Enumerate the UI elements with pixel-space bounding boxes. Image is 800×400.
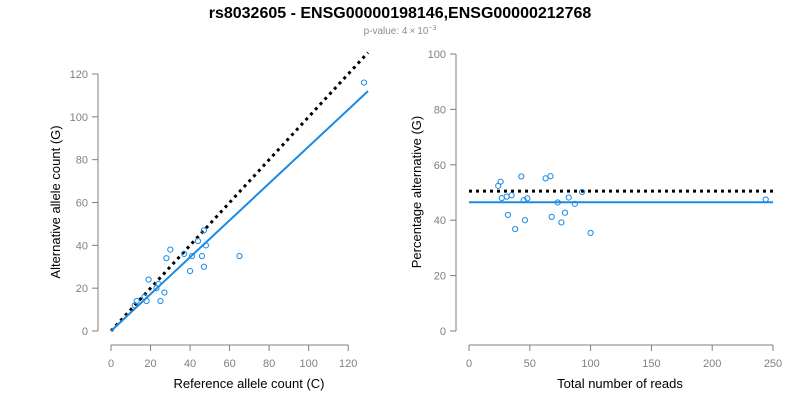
data-point xyxy=(521,217,529,224)
data-point xyxy=(145,276,152,283)
data-point xyxy=(554,199,561,206)
chart-title: rs8032605 - ENSG00000198146,ENSG00000212… xyxy=(209,5,592,22)
data-point xyxy=(561,209,569,216)
percentage-plot: 0 50 100 150 200 250 0 20 40 60 80 100 Total number … xyxy=(409,49,782,391)
x-tick-label: 20 xyxy=(144,358,156,370)
subtitle-exponent: −3 xyxy=(428,25,436,32)
data-point xyxy=(188,252,196,260)
data-point xyxy=(565,194,572,201)
y-tick-label: 80 xyxy=(76,155,88,167)
y-tick-label: 0 xyxy=(82,326,88,338)
data-point xyxy=(194,237,202,245)
data-point xyxy=(512,225,519,233)
y-tick-label: 120 xyxy=(70,69,88,81)
reference-line xyxy=(109,51,370,333)
data-point xyxy=(542,175,549,182)
y-tick-label: 80 xyxy=(434,104,446,116)
x-axis-label: Reference allele count (C) xyxy=(173,376,324,391)
y-axis-label: Alternative allele count (G) xyxy=(48,125,63,278)
data-point xyxy=(186,267,194,275)
subtitle-prefix: p-value: 4 × 10 xyxy=(364,26,429,37)
data-point xyxy=(497,178,504,185)
y-tick-label: 60 xyxy=(76,198,88,210)
allele-count-plot: 0 20 40 60 80 100 120 0 20 40 60 80 100 120 Reference … xyxy=(48,51,370,391)
x-tick-label: 100 xyxy=(581,358,599,370)
data-point xyxy=(181,250,188,257)
chart-subtitle: p-value: 4 × 10−3 xyxy=(364,25,437,37)
data-point xyxy=(578,188,586,196)
data-point xyxy=(163,255,170,262)
y-tick-label: 100 xyxy=(428,49,446,61)
data-point xyxy=(524,195,531,202)
y-tick-label: 40 xyxy=(76,240,88,252)
data-point xyxy=(153,285,160,292)
data-point xyxy=(547,173,554,180)
data-point xyxy=(360,79,368,86)
data-point xyxy=(548,213,555,220)
x-tick-label: 200 xyxy=(703,358,721,370)
x-tick-label: 40 xyxy=(184,358,196,370)
x-tick-label: 250 xyxy=(764,358,782,370)
data-point xyxy=(508,192,515,199)
y-tick-label: 20 xyxy=(76,283,88,295)
y-tick-label: 60 xyxy=(434,160,446,172)
y-tick-label: 40 xyxy=(434,215,446,227)
data-point xyxy=(157,297,164,305)
x-tick-label: 80 xyxy=(263,358,275,370)
x-axis-label: Total number of reads xyxy=(557,376,683,391)
x-tick-label: 100 xyxy=(300,358,318,370)
data-point xyxy=(200,263,208,270)
fit-line xyxy=(110,90,369,332)
y-tick-label: 100 xyxy=(70,112,88,124)
x-tick-label: 0 xyxy=(108,358,114,370)
x-tick-label: 50 xyxy=(524,358,536,370)
data-point xyxy=(200,227,208,234)
data-point xyxy=(198,252,206,260)
data-point xyxy=(161,289,168,296)
data-point xyxy=(518,173,525,180)
x-tick-label: 0 xyxy=(466,358,472,370)
data-point xyxy=(587,229,594,237)
y-tick-label: 0 xyxy=(440,326,446,338)
data-point xyxy=(762,196,769,203)
data-point xyxy=(236,252,243,260)
x-tick-label: 150 xyxy=(642,358,660,370)
data-point xyxy=(558,219,565,226)
data-point xyxy=(141,293,148,300)
data-point xyxy=(131,302,138,309)
x-tick-label: 120 xyxy=(339,358,357,370)
y-axis-label: Percentage alternative (G) xyxy=(409,116,424,268)
x-tick-label: 60 xyxy=(223,358,235,370)
data-point xyxy=(202,242,209,249)
data-point xyxy=(167,246,174,253)
y-tick-label: 20 xyxy=(434,271,446,283)
data-point xyxy=(504,211,512,219)
data-point xyxy=(571,200,578,207)
